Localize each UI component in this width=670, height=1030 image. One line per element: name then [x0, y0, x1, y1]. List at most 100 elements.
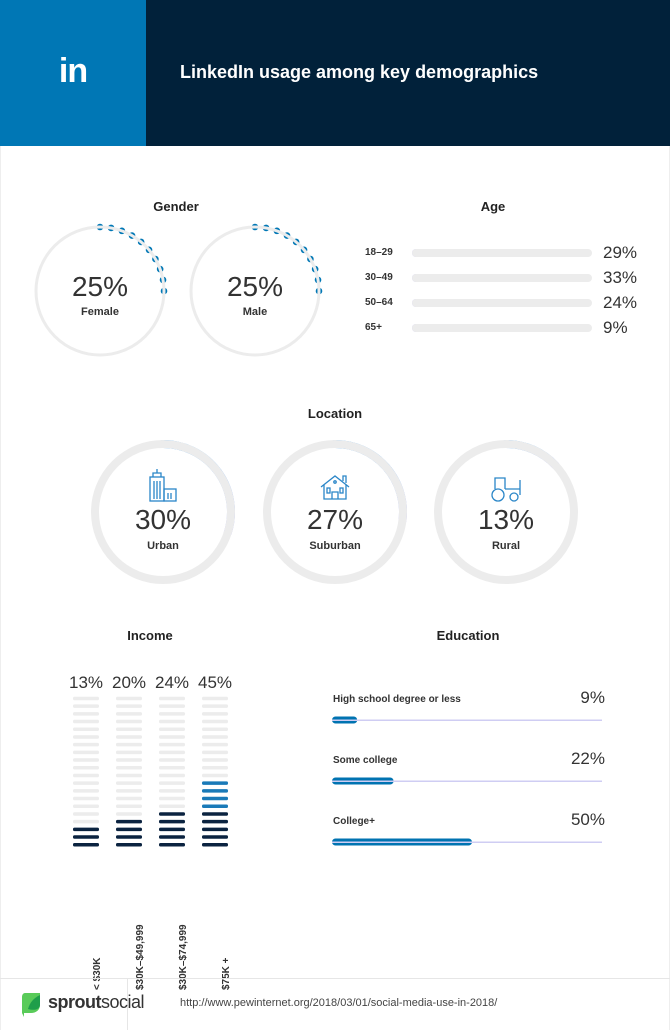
- income-bar-segment: [202, 843, 228, 847]
- city-buildings-icon: [149, 469, 177, 502]
- income-bar-segment: [73, 773, 99, 778]
- source-url[interactable]: http://www.pewinternet.org/2018/03/01/so…: [180, 997, 498, 1009]
- income-bar-segment: [202, 750, 228, 755]
- income-bar-segment: [73, 735, 99, 739]
- income-bar-segment: [73, 796, 99, 801]
- income-label: $75K +: [221, 957, 232, 990]
- sprout-social-logo-icon: [22, 993, 40, 1017]
- income-bar-segment: [116, 827, 142, 832]
- income-bar-segment: [202, 766, 228, 770]
- income-label: $30K–$49,999: [135, 924, 146, 990]
- income-bar-segment: [116, 727, 142, 731]
- income-bar-segment: [116, 696, 142, 701]
- income-bar-segment: [73, 789, 99, 793]
- age-bar-track: [412, 324, 592, 332]
- brand-bold: sprout: [48, 992, 102, 1012]
- income-percent: 24%: [154, 673, 190, 692]
- income-bar-segment: [202, 727, 228, 731]
- education-bar-track: [332, 841, 602, 843]
- income-bar-segment: [202, 696, 228, 701]
- age-label: 65+: [365, 322, 382, 333]
- income-bar-segment: [73, 727, 99, 731]
- income-percent: 45%: [197, 673, 233, 692]
- age-bar-track: [412, 249, 592, 257]
- income-bar-segment: [159, 835, 185, 839]
- income-percent: 20%: [111, 673, 147, 692]
- income-title: Income: [127, 628, 173, 643]
- income-bar-segment: [202, 819, 228, 824]
- income-bar-segment: [116, 712, 142, 716]
- income-label: < $30K: [92, 957, 103, 990]
- income-bar-segment: [159, 719, 185, 724]
- income-bar-segment: [202, 712, 228, 716]
- income-percent: 13%: [68, 673, 104, 692]
- linkedin-logo: in: [58, 52, 88, 90]
- income-bar-segment: [116, 750, 142, 755]
- gender-percent: 25%: [71, 271, 129, 302]
- income-bar-segment: [202, 827, 228, 832]
- income-bar-segment: [116, 719, 142, 724]
- location-label: Urban: [147, 540, 179, 552]
- education-percent: 22%: [570, 749, 605, 768]
- income-bar-segment: [159, 712, 185, 716]
- income-bar-segment: [73, 766, 99, 770]
- gender-label: Male: [242, 306, 268, 318]
- income-bar-segment: [116, 742, 142, 747]
- income-bar-segment: [202, 796, 228, 801]
- income-bar-segment: [73, 835, 99, 839]
- education-label: College+: [333, 816, 375, 827]
- income-bar-segment: [116, 843, 142, 847]
- age-percent: 9%: [603, 318, 628, 337]
- income-bar-segment: [73, 742, 99, 747]
- location-title: Location: [307, 406, 363, 421]
- footer-divider: [127, 978, 128, 1030]
- income-bar-segment: [159, 827, 185, 832]
- income-bar-segment: [116, 758, 142, 762]
- income-bar-segment: [159, 812, 185, 816]
- income-bar-segment: [159, 696, 185, 701]
- income-bar-segment: [202, 758, 228, 762]
- house-icon: [320, 475, 350, 500]
- income-bar-segment: [73, 719, 99, 724]
- income-bar-segment: [116, 781, 142, 785]
- brand-light: social: [101, 992, 145, 1012]
- income-bar-segment: [159, 819, 185, 824]
- age-label: 30–49: [365, 272, 393, 283]
- location-label: Rural: [491, 540, 521, 552]
- income-bar-segment: [116, 704, 142, 708]
- income-bar-segment: [159, 796, 185, 801]
- income-bar-segment: [159, 704, 185, 708]
- age-title: Age: [480, 199, 506, 214]
- education-bar-track: [332, 719, 602, 721]
- gender-ring-track: [189, 225, 321, 357]
- header-title-panel: [146, 0, 670, 146]
- income-bar-segment: [116, 835, 142, 839]
- income-bar-segment: [202, 781, 228, 785]
- education-label: Some college: [333, 755, 398, 766]
- income-bar-segment: [116, 804, 142, 808]
- age-label: 18–29: [365, 247, 393, 258]
- income-bar-segment: [73, 804, 99, 808]
- income-bar-segment: [202, 804, 228, 808]
- income-bar-segment: [202, 835, 228, 839]
- age-bar-track: [412, 274, 592, 282]
- income-bar-segment: [159, 804, 185, 808]
- income-bar-segment: [73, 750, 99, 755]
- age-bar-track: [412, 299, 592, 307]
- income-bar-segment: [116, 812, 142, 816]
- education-label: High school degree or less: [333, 694, 461, 705]
- income-bar-segment: [73, 843, 99, 847]
- education-percent: 9%: [580, 688, 605, 707]
- income-bar-segment: [202, 812, 228, 816]
- page-title: LinkedIn usage among key demographics: [180, 62, 539, 82]
- location-ring-track: [91, 440, 235, 584]
- age-percent: 29%: [603, 243, 638, 262]
- income-bar-segment: [159, 742, 185, 747]
- income-bar-segment: [159, 735, 185, 739]
- income-bar-segment: [116, 819, 142, 824]
- income-bar-segment: [116, 766, 142, 770]
- income-bar-segment: [116, 796, 142, 801]
- income-bar-segment: [202, 789, 228, 793]
- education-bar-track: [332, 780, 602, 782]
- location-label: Suburban: [309, 540, 361, 552]
